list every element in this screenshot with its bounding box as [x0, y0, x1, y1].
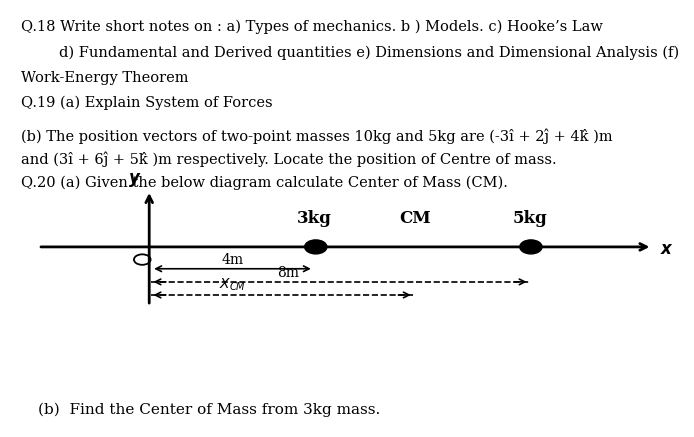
Text: Q.20 (a) Given the below diagram calculate Center of Mass (CM).: Q.20 (a) Given the below diagram calcula…: [21, 176, 508, 190]
Text: Q.19 (a) Explain System of Forces: Q.19 (a) Explain System of Forces: [21, 95, 273, 110]
Text: (b)  Find the Center of Mass from 3kg mass.: (b) Find the Center of Mass from 3kg mas…: [38, 403, 380, 417]
Text: 8m: 8m: [277, 266, 299, 280]
Text: Work-Energy Theorem: Work-Energy Theorem: [21, 71, 188, 85]
Text: CM: CM: [399, 210, 431, 227]
Text: d) Fundamental and Derived quantities e) Dimensions and Dimensional Analysis (f): d) Fundamental and Derived quantities e)…: [59, 46, 679, 60]
Text: 5kg: 5kg: [512, 210, 547, 227]
Text: $X_{CM}$: $X_{CM}$: [219, 276, 246, 293]
Circle shape: [520, 240, 542, 254]
Text: y: y: [128, 169, 139, 187]
Text: 4m: 4m: [221, 253, 244, 267]
Text: Q.18 Write short notes on : a) Types of mechanics. b ) Models. c) Hooke’s Law: Q.18 Write short notes on : a) Types of …: [21, 20, 602, 34]
Text: x: x: [661, 240, 671, 258]
Text: 3kg: 3kg: [297, 210, 332, 227]
Circle shape: [305, 240, 327, 254]
Text: and (3î + 6ĵ + 5k̂ )m respectively. Locate the position of Centre of mass.: and (3î + 6ĵ + 5k̂ )m respectively. Loca…: [21, 152, 557, 167]
Text: (b) The position vectors of two-point masses 10kg and 5kg are (-3î + 2ĵ + 4k̂ )m: (b) The position vectors of two-point ma…: [21, 129, 612, 144]
